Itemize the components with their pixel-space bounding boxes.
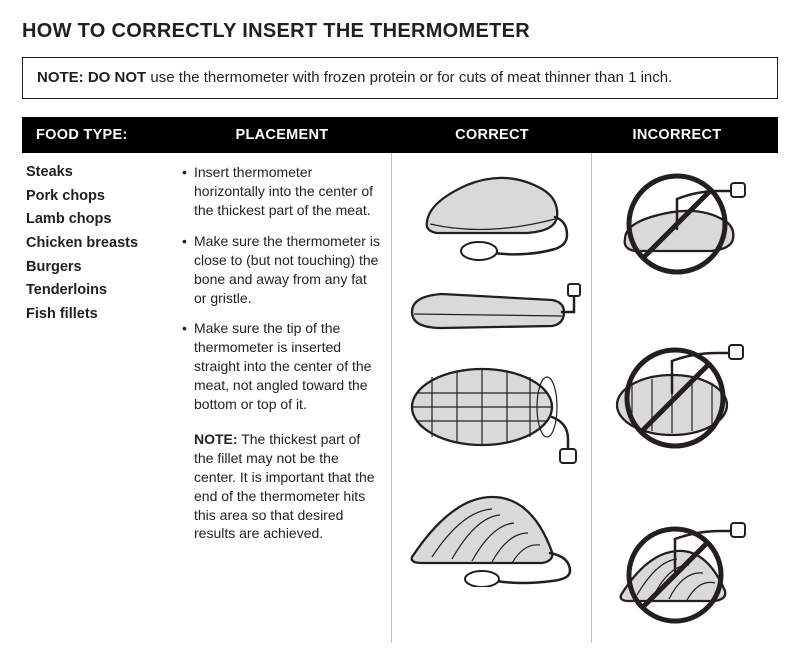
correct-steak-top-icon	[407, 167, 577, 262]
header-food: FOOD TYPE:	[22, 117, 172, 153]
correct-roast-icon	[402, 357, 582, 467]
food-item: Chicken breasts	[26, 234, 168, 254]
correct-cell	[392, 153, 592, 643]
food-item: Fish fillets	[26, 305, 168, 325]
correct-fish-icon	[402, 487, 582, 587]
top-note-box: NOTE: DO NOT use the thermometer with fr…	[22, 57, 778, 99]
header-correct: CORRECT	[392, 117, 592, 153]
table-body: Steaks Pork chops Lamb chops Chicken bre…	[22, 153, 778, 643]
incorrect-cell	[592, 153, 762, 643]
food-item: Lamb chops	[26, 210, 168, 230]
placement-note-label: NOTE:	[194, 431, 238, 447]
food-type-list: Steaks Pork chops Lamb chops Chicken bre…	[26, 163, 168, 324]
incorrect-fish-icon	[607, 517, 747, 627]
note-label: NOTE:	[37, 69, 84, 86]
incorrect-roast-icon	[607, 343, 747, 453]
placement-cell: Insert thermometer horizontally into the…	[172, 153, 392, 643]
header-incorrect: INCORRECT	[592, 117, 762, 153]
placement-note-text: The thickest part of the fillet may not …	[194, 431, 375, 541]
placement-bullet: Make sure the tip of the thermometer is …	[182, 319, 381, 413]
placement-bullet: Make sure the thermometer is close to (b…	[182, 232, 381, 308]
note-emph: DO NOT	[88, 69, 146, 86]
table-header: FOOD TYPE: PLACEMENT CORRECT INCORRECT	[22, 117, 778, 153]
page-title: HOW TO CORRECTLY INSERT THE THERMOMETER	[22, 20, 778, 43]
placement-note: NOTE: The thickest part of the fillet ma…	[182, 430, 381, 543]
placement-bullet: Insert thermometer horizontally into the…	[182, 163, 381, 220]
food-item: Burgers	[26, 258, 168, 278]
correct-steak-side-icon	[402, 282, 582, 337]
note-rest: use the thermometer with frozen protein …	[146, 69, 672, 86]
food-type-cell: Steaks Pork chops Lamb chops Chicken bre…	[22, 153, 172, 643]
header-placement: PLACEMENT	[172, 117, 392, 153]
incorrect-steak-icon	[607, 169, 747, 279]
food-item: Tenderloins	[26, 281, 168, 301]
food-item: Pork chops	[26, 187, 168, 207]
food-item: Steaks	[26, 163, 168, 183]
